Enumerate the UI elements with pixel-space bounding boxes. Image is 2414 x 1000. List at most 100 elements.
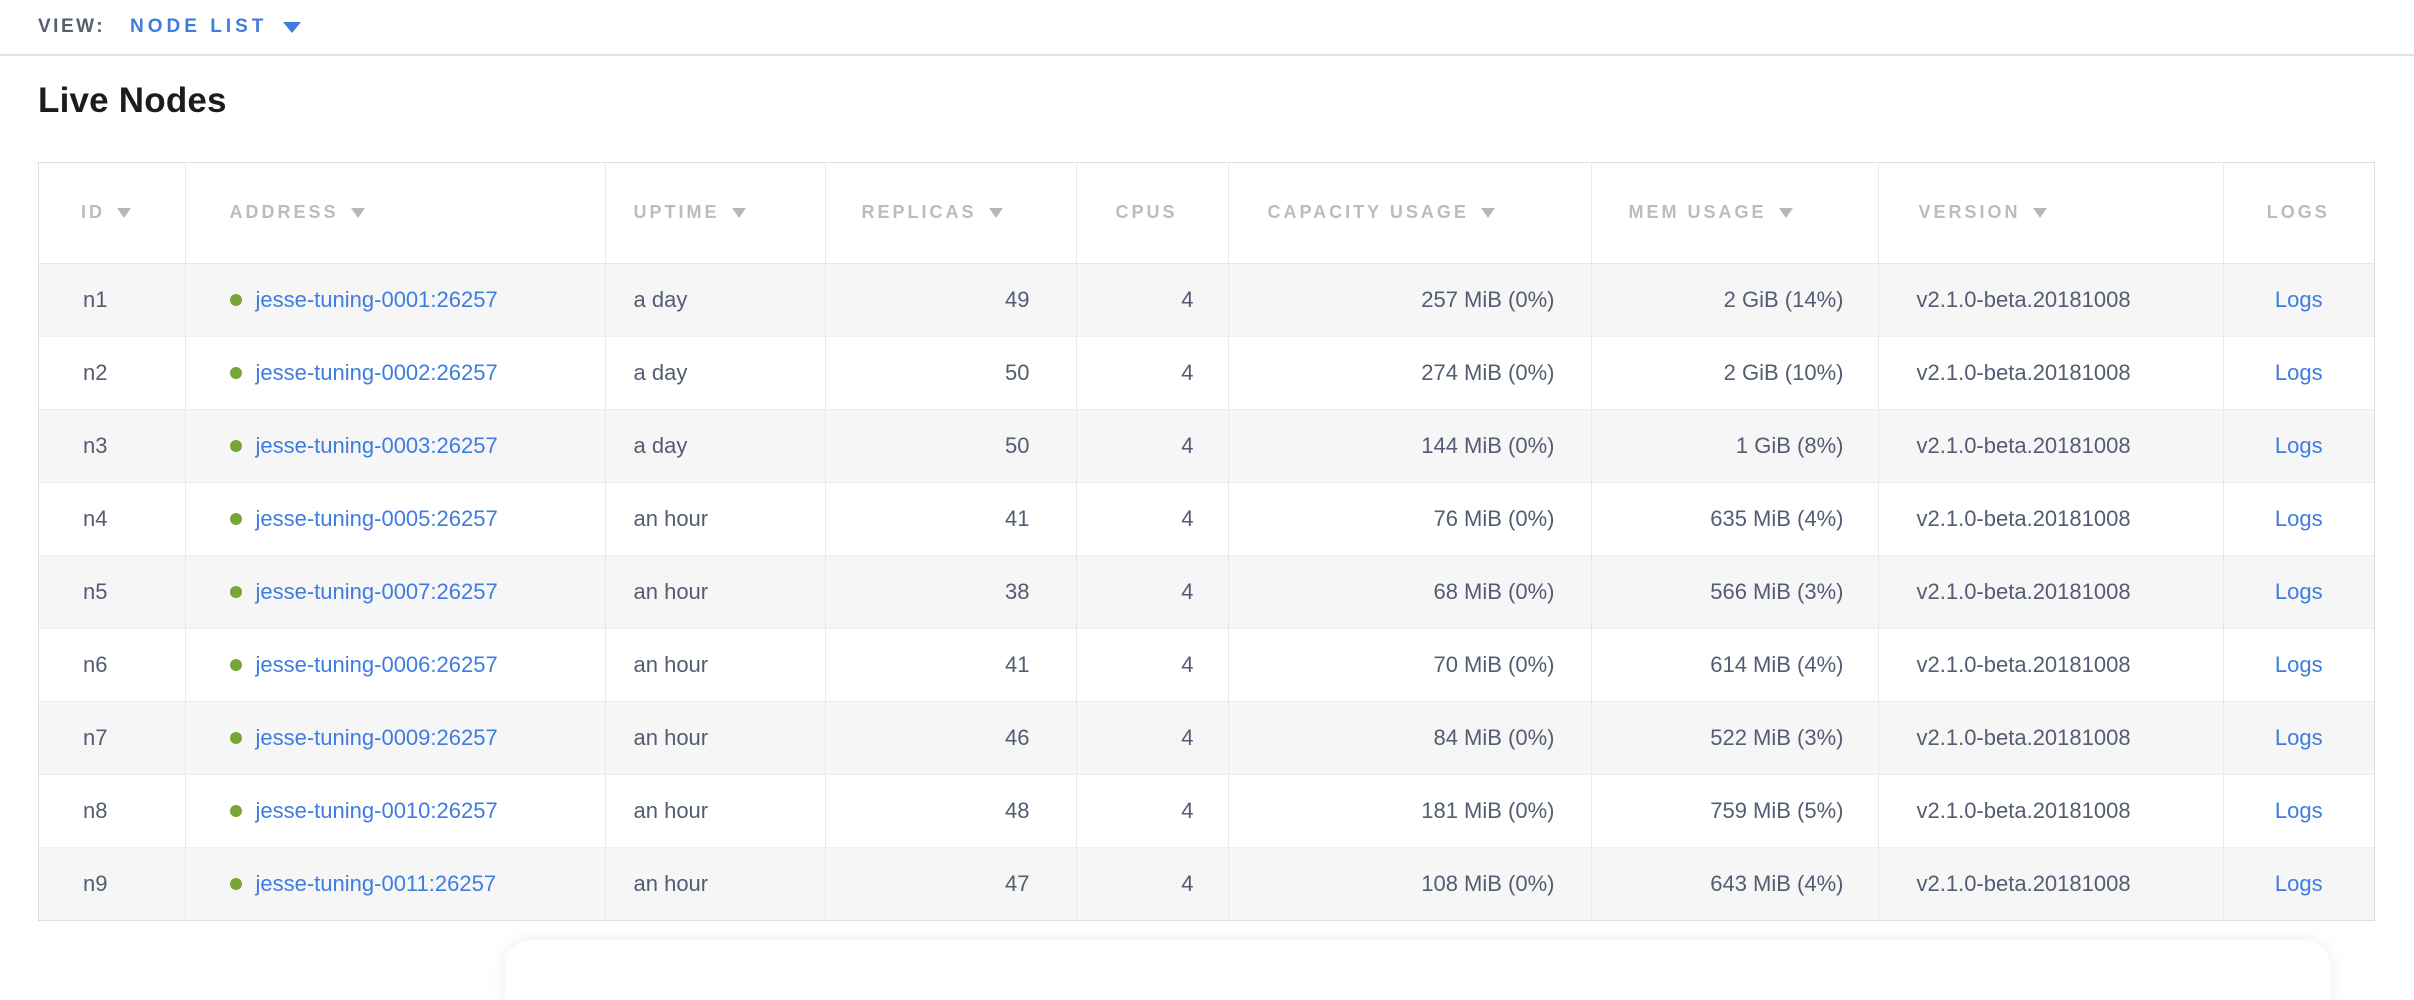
node-address-cell: jesse-tuning-0011:26257	[185, 847, 606, 920]
node-row: n5 jesse-tuning-0007:26257 an hour 38 4 …	[39, 555, 2374, 628]
column-header-mem-usage[interactable]: MEM USAGE	[1591, 163, 1879, 264]
node-address-link[interactable]: jesse-tuning-0002:26257	[255, 359, 498, 385]
column-header-capacity-usage[interactable]: CAPACITY USAGE	[1228, 163, 1592, 264]
node-id-cell: n3	[39, 409, 186, 482]
node-live-status-icon	[229, 877, 242, 890]
node-replicas-cell: 49	[825, 263, 1077, 336]
node-row: n7 jesse-tuning-0009:26257 an hour 46 4 …	[39, 701, 2374, 774]
column-header-address[interactable]: ADDRESS	[185, 163, 606, 264]
sort-desc-icon	[1480, 208, 1495, 219]
node-id-cell: n4	[39, 482, 186, 555]
node-replicas-cell: 38	[825, 555, 1077, 628]
node-cpus-cell: 4	[1076, 263, 1229, 336]
table-header-row: ID ADDRESS UPTIME REPLICAS CPUS CAPACITY…	[39, 163, 2374, 264]
column-header-label: REPLICAS	[861, 202, 977, 223]
sort-desc-icon	[350, 208, 365, 219]
node-uptime-cell: an hour	[605, 701, 826, 774]
node-logs-link[interactable]: Logs	[2274, 724, 2323, 750]
view-selector-dropdown[interactable]: NODE LIST	[130, 16, 302, 38]
node-live-status-icon	[229, 293, 242, 306]
node-replicas-cell: 46	[825, 701, 1077, 774]
sort-desc-icon	[731, 208, 746, 219]
node-capacity-usage-cell: 257 MiB (0%)	[1228, 263, 1592, 336]
node-mem-usage-cell: 566 MiB (3%)	[1591, 555, 1879, 628]
node-id-cell: n5	[39, 555, 186, 628]
node-mem-usage-cell: 643 MiB (4%)	[1591, 847, 1879, 920]
node-uptime-cell: an hour	[605, 774, 826, 847]
node-logs-cell: Logs	[2223, 336, 2374, 409]
node-version-cell: v2.1.0-beta.20181008	[1878, 263, 2224, 336]
node-id-cell: n9	[39, 847, 186, 920]
node-logs-cell: Logs	[2223, 847, 2374, 920]
node-mem-usage-cell: 635 MiB (4%)	[1591, 482, 1879, 555]
node-address-link[interactable]: jesse-tuning-0001:26257	[255, 286, 498, 312]
node-logs-cell: Logs	[2223, 555, 2374, 628]
node-capacity-usage-cell: 68 MiB (0%)	[1228, 555, 1592, 628]
node-live-status-icon	[229, 439, 242, 452]
node-live-status-icon	[229, 658, 242, 671]
node-logs-link[interactable]: Logs	[2274, 578, 2323, 604]
node-mem-usage-cell: 759 MiB (5%)	[1591, 774, 1879, 847]
column-header-version[interactable]: VERSION	[1878, 163, 2224, 264]
column-header-cpus: CPUS	[1076, 163, 1229, 264]
node-id-cell: n2	[39, 336, 186, 409]
node-logs-cell: Logs	[2223, 263, 2374, 336]
column-header-label: LOGS	[2266, 202, 2330, 223]
node-version-cell: v2.1.0-beta.20181008	[1878, 555, 2224, 628]
node-row: n3 jesse-tuning-0003:26257 a day 50 4 14…	[39, 409, 2374, 482]
node-logs-cell: Logs	[2223, 774, 2374, 847]
node-replicas-cell: 48	[825, 774, 1077, 847]
node-uptime-cell: a day	[605, 409, 826, 482]
column-header-replicas[interactable]: REPLICAS	[825, 163, 1077, 264]
node-capacity-usage-cell: 108 MiB (0%)	[1228, 847, 1592, 920]
node-mem-usage-cell: 1 GiB (8%)	[1591, 409, 1879, 482]
page-title: Live Nodes	[38, 81, 227, 120]
node-uptime-cell: a day	[605, 336, 826, 409]
node-replicas-cell: 50	[825, 409, 1077, 482]
column-header-label: UPTIME	[633, 202, 720, 223]
node-address-cell: jesse-tuning-0003:26257	[185, 409, 606, 482]
node-version-cell: v2.1.0-beta.20181008	[1878, 701, 2224, 774]
column-header-logs: LOGS	[2223, 163, 2374, 264]
node-logs-link[interactable]: Logs	[2274, 432, 2323, 458]
node-mem-usage-cell: 614 MiB (4%)	[1591, 628, 1879, 701]
node-address-link[interactable]: jesse-tuning-0007:26257	[255, 578, 498, 604]
node-address-link[interactable]: jesse-tuning-0006:26257	[255, 651, 498, 677]
node-mem-usage-cell: 2 GiB (10%)	[1591, 336, 1879, 409]
node-uptime-cell: an hour	[605, 628, 826, 701]
node-live-status-icon	[229, 804, 242, 817]
column-header-uptime[interactable]: UPTIME	[605, 163, 826, 264]
column-header-id[interactable]: ID	[39, 163, 186, 264]
node-logs-link[interactable]: Logs	[2274, 870, 2323, 896]
sort-desc-icon	[117, 208, 131, 219]
node-uptime-cell: a day	[605, 263, 826, 336]
node-capacity-usage-cell: 181 MiB (0%)	[1228, 774, 1592, 847]
view-label: VIEW:	[38, 16, 106, 37]
column-header-label: MEM USAGE	[1628, 202, 1767, 223]
node-address-link[interactable]: jesse-tuning-0005:26257	[255, 505, 498, 531]
node-logs-link[interactable]: Logs	[2274, 651, 2323, 677]
node-address-cell: jesse-tuning-0002:26257	[185, 336, 606, 409]
node-id-cell: n1	[39, 263, 186, 336]
node-logs-link[interactable]: Logs	[2274, 505, 2323, 531]
node-cpus-cell: 4	[1076, 409, 1229, 482]
node-uptime-cell: an hour	[605, 555, 826, 628]
node-address-cell: jesse-tuning-0005:26257	[185, 482, 606, 555]
node-logs-link[interactable]: Logs	[2274, 797, 2323, 823]
node-row: n4 jesse-tuning-0005:26257 an hour 41 4 …	[39, 482, 2374, 555]
node-capacity-usage-cell: 274 MiB (0%)	[1228, 336, 1592, 409]
node-address-link[interactable]: jesse-tuning-0009:26257	[255, 724, 498, 750]
node-replicas-cell: 50	[825, 336, 1077, 409]
node-mem-usage-cell: 522 MiB (3%)	[1591, 701, 1879, 774]
node-address-link[interactable]: jesse-tuning-0003:26257	[255, 432, 498, 458]
node-version-cell: v2.1.0-beta.20181008	[1878, 628, 2224, 701]
node-cpus-cell: 4	[1076, 482, 1229, 555]
node-logs-link[interactable]: Logs	[2274, 359, 2323, 385]
node-live-status-icon	[229, 366, 242, 379]
node-address-link[interactable]: jesse-tuning-0010:26257	[255, 797, 498, 823]
next-section-card-edge	[505, 940, 2330, 1000]
node-logs-link[interactable]: Logs	[2274, 286, 2323, 312]
node-address-link[interactable]: jesse-tuning-0011:26257	[255, 870, 497, 896]
chevron-down-icon	[283, 21, 302, 33]
column-header-label: VERSION	[1918, 202, 2021, 223]
